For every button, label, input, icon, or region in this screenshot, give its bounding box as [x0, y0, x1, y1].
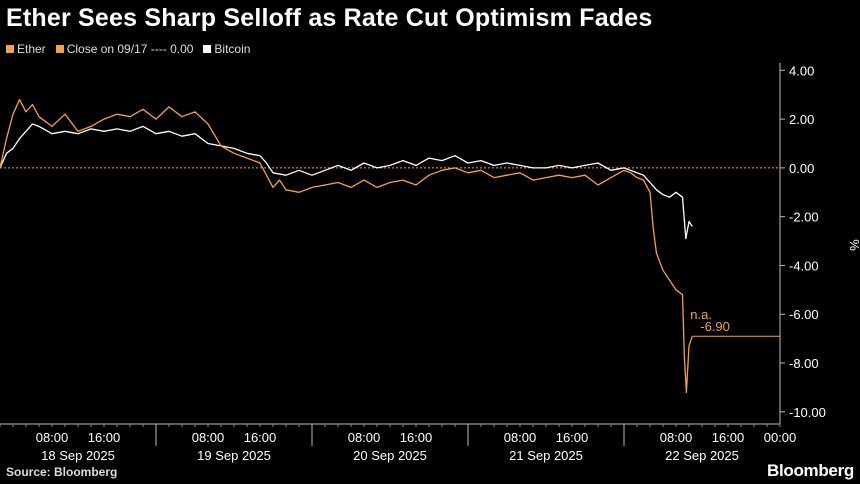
- bloomberg-logo: Bloomberg: [766, 461, 854, 480]
- legend-item-bitcoin[interactable]: Bitcoin: [203, 42, 250, 56]
- legend-item-close[interactable]: Close on 09/17 ---- 0.00: [55, 42, 194, 56]
- x-tick-label: 08:00: [192, 430, 225, 445]
- legend-item-ether[interactable]: Ether: [6, 42, 46, 56]
- y-tick-label: 0.00: [789, 161, 814, 176]
- y-tick-label: -6.00: [789, 307, 819, 322]
- legend-swatch-ether: [6, 45, 14, 53]
- x-tick-label: 16:00: [88, 430, 121, 445]
- chart-title: Ether Sees Sharp Selloff as Rate Cut Opt…: [6, 4, 653, 32]
- x-day-label: 18 Sep 2025: [41, 448, 115, 463]
- x-tick-label: 00:00: [764, 430, 797, 445]
- ether-last-value-label: -6.90: [700, 319, 730, 334]
- x-tick-label: 08:00: [36, 430, 69, 445]
- source-note: Source: Bloomberg: [6, 465, 118, 479]
- legend-label-close: Close on 09/17 ---- 0.00: [66, 42, 194, 56]
- y-tick-label: -2.00: [789, 210, 819, 225]
- y-tick-label: 2.00: [789, 112, 814, 127]
- y-tick-label: -8.00: [789, 356, 819, 371]
- x-tick-label: 08:00: [504, 430, 537, 445]
- legend-swatch-bitcoin: [203, 45, 212, 53]
- x-tick-label: 16:00: [556, 430, 589, 445]
- x-tick-label: 08:00: [348, 430, 381, 445]
- x-tick-label: 16:00: [400, 430, 433, 445]
- legend: Ether Close on 09/17 ---- 0.00 Bitcoin: [6, 42, 250, 56]
- x-tick-label: 08:00: [660, 430, 693, 445]
- annotation-na: n.a.: [690, 307, 712, 322]
- x-tick-label: 16:00: [244, 430, 277, 445]
- x-day-label: 19 Sep 2025: [197, 448, 271, 463]
- series-line-ether: [0, 98, 693, 393]
- y-tick-label: 4.00: [789, 63, 814, 78]
- legend-label-bitcoin: Bitcoin: [214, 42, 251, 56]
- legend-label-ether: Ether: [17, 42, 46, 56]
- x-day-label: 21 Sep 2025: [509, 448, 583, 463]
- x-day-label: 20 Sep 2025: [353, 448, 427, 463]
- x-day-label: 22 Sep 2025: [665, 448, 739, 463]
- y-axis-label: %: [847, 239, 860, 251]
- y-tick-label: -10.00: [789, 405, 826, 420]
- y-tick-label: -4.00: [789, 258, 819, 273]
- legend-swatch-close: [55, 45, 64, 53]
- x-tick-label: 16:00: [712, 430, 745, 445]
- series-line-bitcoin: [0, 123, 693, 240]
